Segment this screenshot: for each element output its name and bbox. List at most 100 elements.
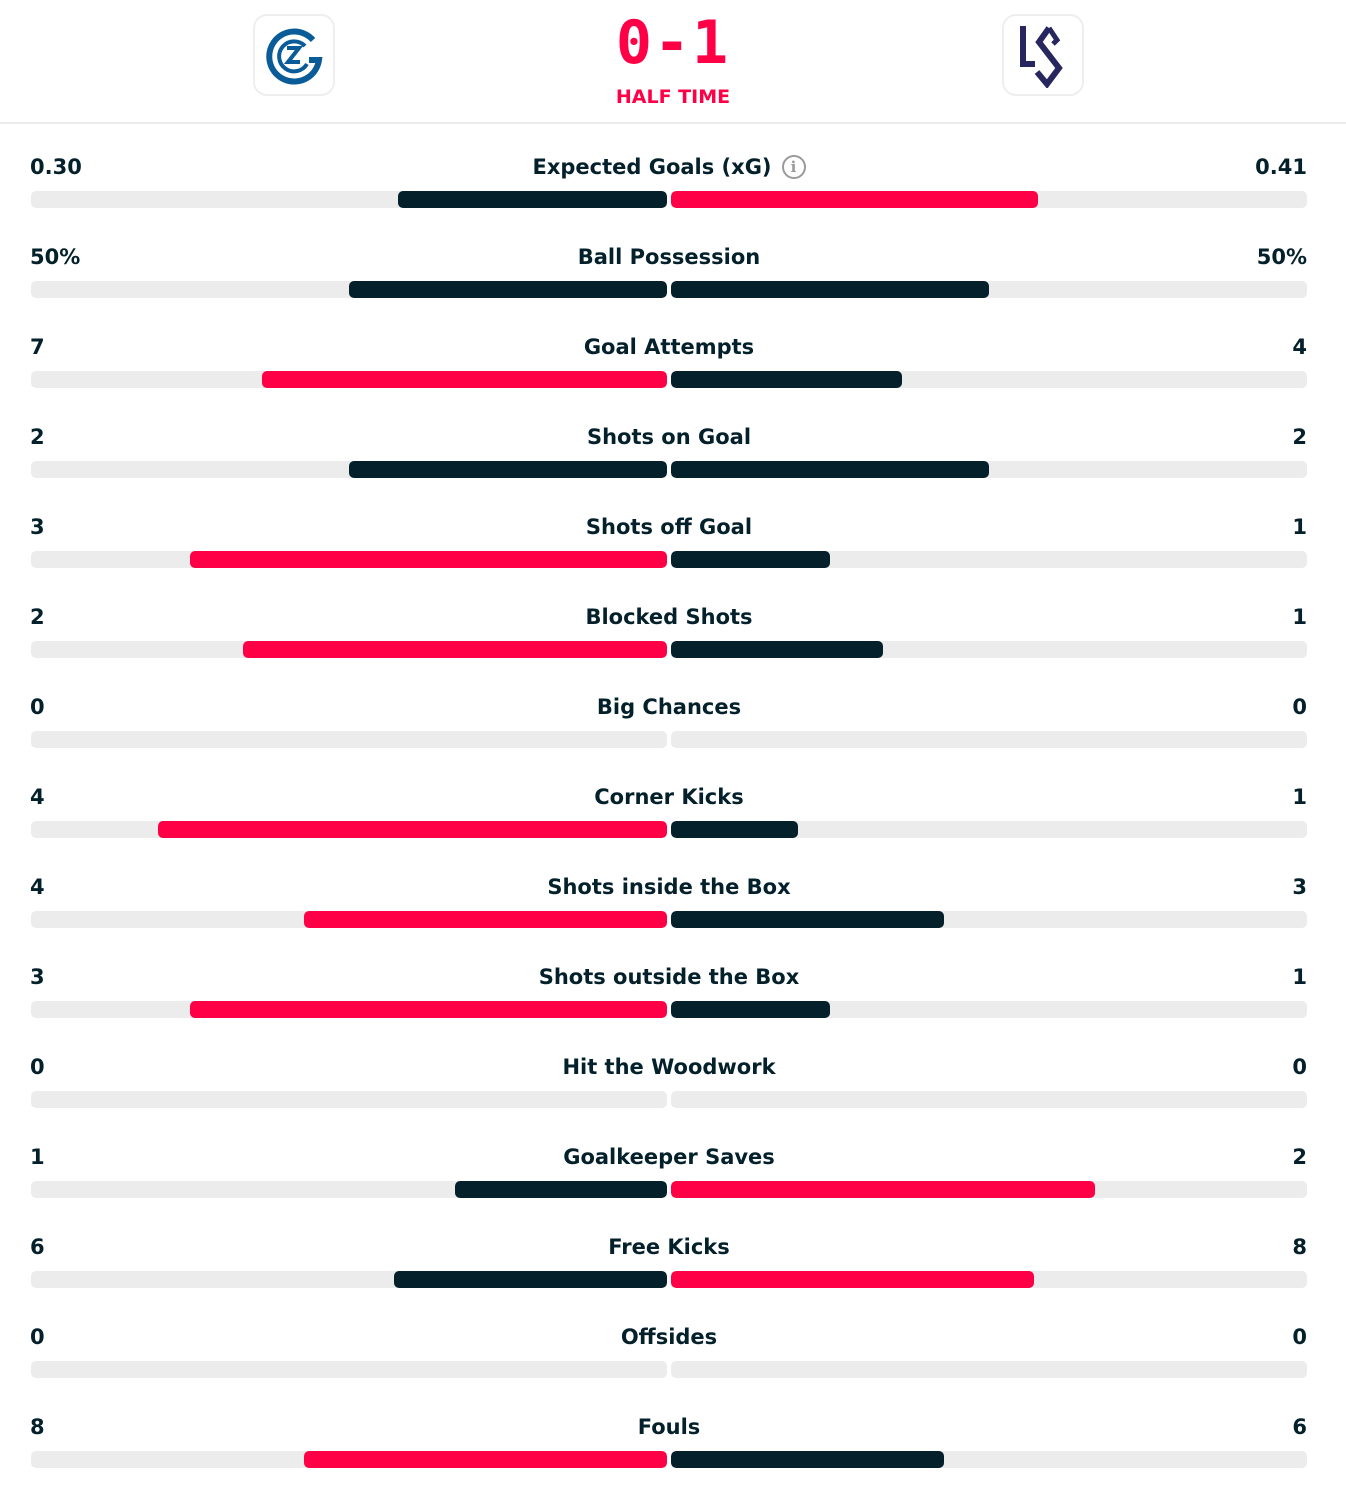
home-value: 7 (30, 335, 45, 359)
stat-label: Big Chances (596, 695, 742, 719)
match-status: HALF TIME (615, 86, 731, 108)
home-bar-fill (398, 191, 667, 208)
away-bar-fill (671, 1271, 1035, 1288)
away-value: 0.41 (1255, 155, 1307, 179)
home-bar-fill (349, 281, 667, 298)
stat-label: Shots on Goal (586, 425, 752, 449)
away-bar-fill (671, 551, 830, 568)
stat-row: 3 Shots off Goal 1 (0, 484, 1346, 574)
home-bar-fill (455, 1181, 667, 1198)
home-bar-track (31, 1271, 667, 1288)
away-bar-track (671, 1451, 1307, 1468)
home-bar-track (31, 1451, 667, 1468)
away-team-logo[interactable] (1002, 14, 1084, 96)
stat-row: 0 Big Chances 0 (0, 664, 1346, 754)
home-value: 1 (30, 1145, 45, 1169)
home-team-logo[interactable] (253, 14, 335, 96)
home-value: 8 (30, 1415, 45, 1439)
away-bar-fill (671, 461, 989, 478)
stat-label: Fouls (637, 1415, 701, 1439)
stat-row: 6 Free Kicks 8 (0, 1204, 1346, 1294)
home-bar-fill (349, 461, 667, 478)
home-value: 4 (30, 875, 45, 899)
stat-row: 3 Shots outside the Box 1 (0, 934, 1346, 1024)
match-header: 0-1 HALF TIME (0, 0, 1346, 124)
home-bar-fill (394, 1271, 667, 1288)
home-bar-fill (158, 821, 667, 838)
score: 0-1 (615, 8, 731, 78)
away-value: 2 (1292, 1145, 1307, 1169)
away-bar-fill (671, 911, 944, 928)
home-value: 0 (30, 695, 45, 719)
info-icon[interactable]: i (781, 155, 806, 179)
stat-label: Corner Kicks (594, 785, 744, 809)
away-value: 2 (1292, 425, 1307, 449)
away-value: 1 (1292, 605, 1307, 629)
away-value: 0 (1292, 1325, 1307, 1349)
stat-row: 2 Blocked Shots 1 (0, 574, 1346, 664)
away-bar-track (671, 1181, 1307, 1198)
away-bar-track (671, 1001, 1307, 1018)
away-bar-track (671, 1271, 1307, 1288)
home-value: 0 (30, 1055, 45, 1079)
home-bar-fill (303, 1451, 667, 1468)
stat-row: 7 Goal Attempts 4 (0, 304, 1346, 394)
home-bar-track (31, 911, 667, 928)
away-bar-fill (671, 821, 799, 838)
stat-row: 50% Ball Possession 50% (0, 214, 1346, 304)
away-value: 0 (1292, 695, 1307, 719)
away-value: 4 (1292, 335, 1307, 359)
away-bar-track (671, 821, 1307, 838)
away-value: 1 (1292, 965, 1307, 989)
home-value: 4 (30, 785, 45, 809)
away-value: 3 (1292, 875, 1307, 899)
home-bar-fill (262, 371, 667, 388)
away-bar-track (671, 1091, 1307, 1108)
away-bar-fill (671, 191, 1039, 208)
away-value: 6 (1292, 1415, 1307, 1439)
home-value: 2 (30, 425, 45, 449)
home-value: 50% (30, 245, 81, 269)
away-bar-fill (671, 281, 989, 298)
away-value: 1 (1292, 515, 1307, 539)
ls-crest-icon (1020, 26, 1063, 88)
home-bar-track (31, 371, 667, 388)
home-bar-track (31, 461, 667, 478)
away-value: 0 (1292, 1055, 1307, 1079)
home-value: 3 (30, 965, 45, 989)
away-value: 1 (1292, 785, 1307, 809)
home-value: 0.30 (30, 155, 82, 179)
away-value: 8 (1292, 1235, 1307, 1259)
home-bar-track (31, 1001, 667, 1018)
away-bar-track (671, 911, 1307, 928)
stat-label: Shots off Goal (585, 515, 753, 539)
away-bar-fill (671, 641, 883, 658)
away-value: 50% (1256, 245, 1307, 269)
away-bar-fill (671, 1451, 944, 1468)
home-bar-track (31, 551, 667, 568)
stat-label: Goal Attempts (583, 335, 755, 359)
stat-label: Hit the Woodwork (562, 1055, 776, 1079)
stat-label: Shots outside the Box (538, 965, 800, 989)
stat-row: 4 Shots inside the Box 3 (0, 844, 1346, 934)
home-bar-fill (190, 1001, 667, 1018)
stats-list: 0.30 Expected Goals (xG) i 0.41 50% Ball … (0, 124, 1346, 1474)
stat-label: Ball Possession (577, 245, 761, 269)
home-bar-track (31, 641, 667, 658)
away-bar-track (671, 281, 1307, 298)
home-bar-track (31, 1361, 667, 1378)
stat-label: Blocked Shots (585, 605, 753, 629)
stat-row: 2 Shots on Goal 2 (0, 394, 1346, 484)
home-value: 0 (30, 1325, 45, 1349)
home-value: 2 (30, 605, 45, 629)
away-bar-fill (671, 1001, 830, 1018)
stat-label: Goalkeeper Saves (563, 1145, 775, 1169)
gcz-crest-icon (266, 28, 323, 85)
away-bar-track (671, 641, 1307, 658)
home-bar-track (31, 281, 667, 298)
away-bar-fill (671, 371, 903, 388)
home-bar-fill (303, 911, 667, 928)
away-bar-fill (671, 1181, 1095, 1198)
stat-label: Expected Goals (xG) (532, 155, 772, 179)
stat-row: 8 Fouls 6 (0, 1384, 1346, 1474)
